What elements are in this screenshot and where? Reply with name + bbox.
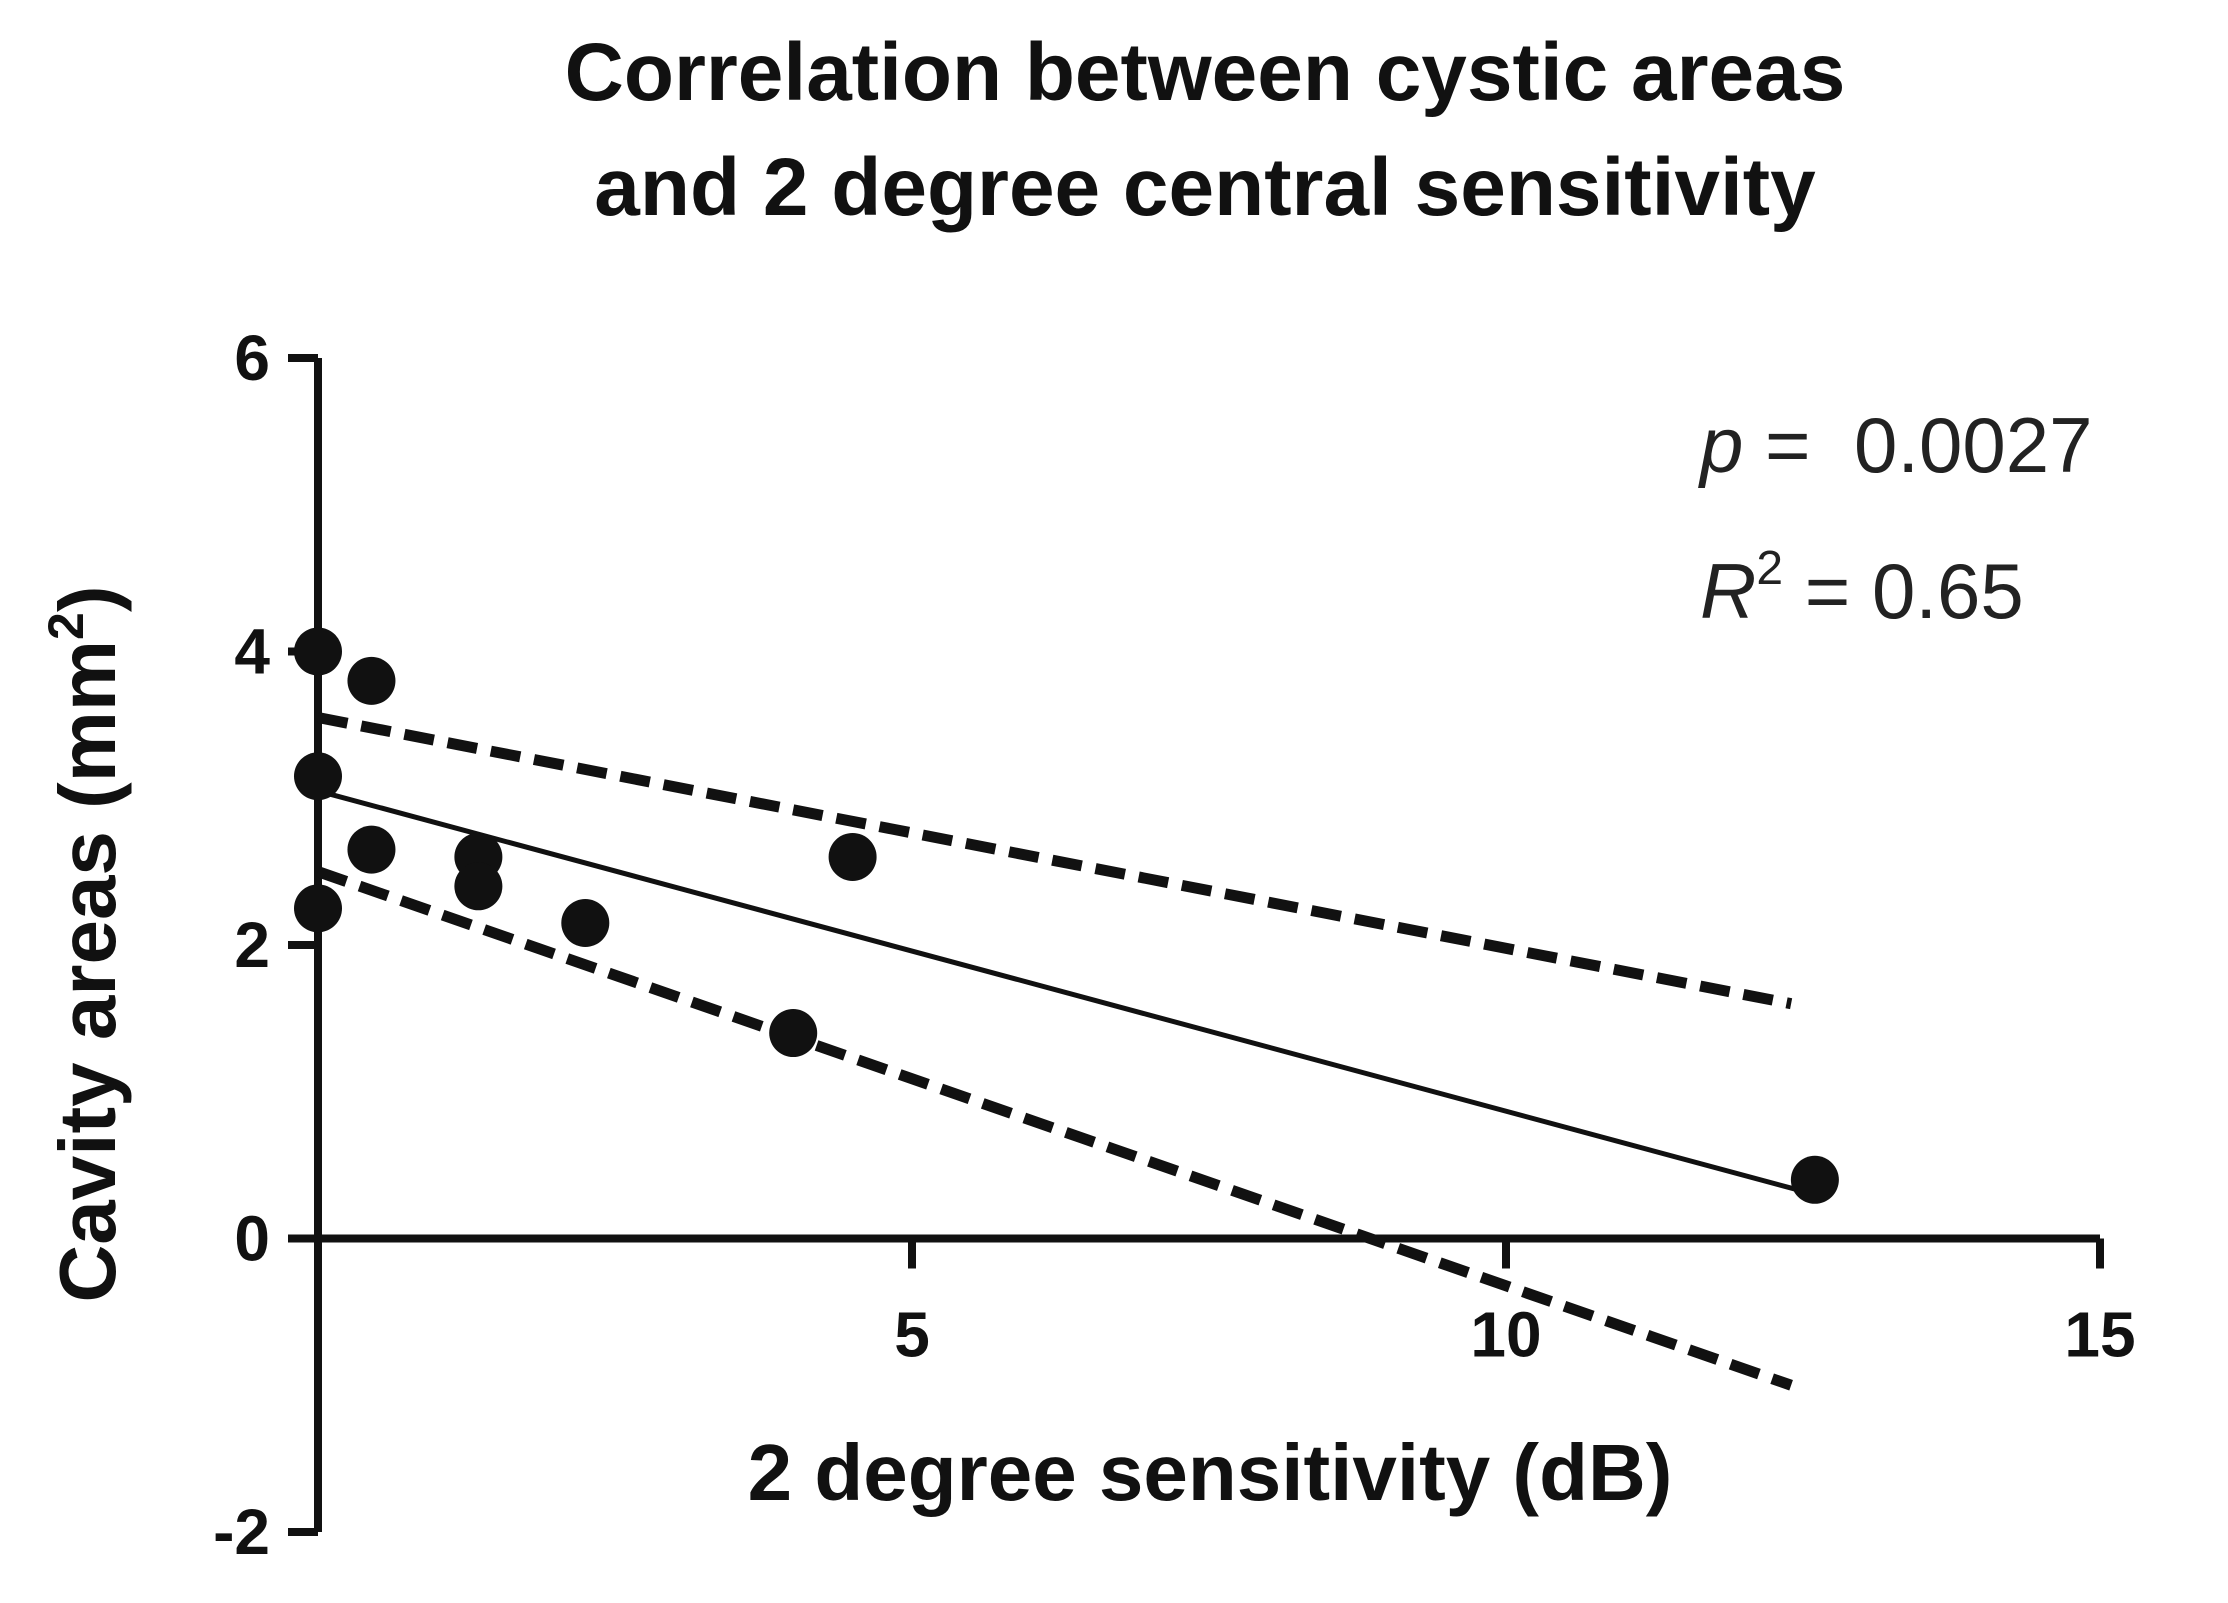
y-tick-label: 0 [234, 1203, 270, 1275]
chart-title-line-2: and 2 degree central sensitivity [594, 142, 1816, 233]
p-value-symbol: p [1698, 401, 1743, 489]
data-point [828, 832, 877, 881]
r-squared-superscript: 2 [1756, 542, 1783, 595]
confidence-band-lower [316, 866, 1793, 1391]
r-squared-text: = 0.65 [1783, 547, 2024, 635]
x-axis-label: 2 degree sensitivity (dB) [748, 1428, 1673, 1517]
y-axis-label-superscript: 2 [38, 612, 94, 640]
regression-fit-line [317, 788, 1816, 1197]
data-point [294, 627, 342, 676]
r-squared-annotation: R2 = 0.65 [1700, 542, 2024, 635]
axes: -2 0 2 4 6 5 10 15 [213, 322, 2136, 1568]
data-point [769, 1009, 818, 1058]
r-squared-symbol: R [1700, 547, 1756, 635]
data-point [1790, 1155, 1839, 1204]
y-axis-label: Cavity areas (mm2) [38, 585, 132, 1302]
data-points [294, 627, 1839, 1204]
chart-title-line-1: Correlation between cystic areas [565, 27, 1846, 118]
p-value-annotation: p = 0.0027 [1698, 401, 2093, 489]
y-tick-label: 4 [234, 616, 270, 688]
confidence-band-upper [316, 712, 1793, 1010]
data-point [347, 656, 396, 705]
y-tick-label: 2 [234, 909, 270, 981]
data-point [561, 898, 610, 947]
data-point [347, 825, 396, 874]
data-point [294, 884, 342, 933]
y-axis-label-close: ) [43, 585, 132, 612]
x-tick-label: 15 [2064, 1299, 2135, 1371]
data-point [454, 862, 503, 911]
x-tick-label: 10 [1470, 1299, 1541, 1371]
y-tick-label: 6 [234, 322, 270, 394]
regression-lines [316, 712, 1816, 1391]
y-axis-label-main: Cavity areas (mm [43, 640, 132, 1303]
x-tick-label: 5 [894, 1299, 930, 1371]
p-value-text: = 0.0027 [1743, 401, 2092, 489]
y-tick-label: -2 [213, 1496, 270, 1568]
data-point [294, 752, 342, 801]
